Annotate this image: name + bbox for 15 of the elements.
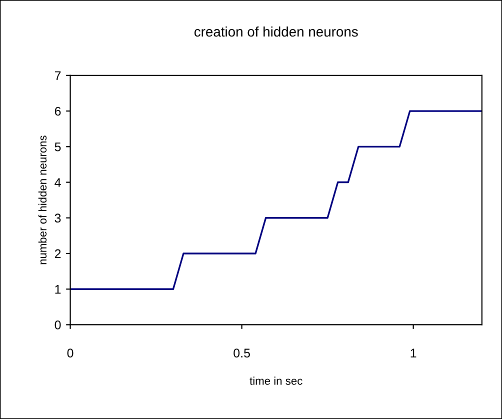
- y-tick-label: 1: [55, 285, 61, 294]
- chart-title: creation of hidden neurons: [194, 26, 358, 37]
- y-tick-label: 0: [54, 320, 61, 330]
- x-tick-label: 0: [67, 348, 74, 358]
- line-series: [70, 110, 482, 290]
- x-tick-label: 0.5: [234, 348, 250, 358]
- y-tick-label: 6: [54, 106, 61, 116]
- y-tick-label: 4: [54, 178, 61, 187]
- y-axis-title: number of hidden neurons: [38, 136, 47, 264]
- y-tick-label: 2: [54, 249, 61, 258]
- y-tick-label: 3: [54, 214, 61, 223]
- y-tick-label: 5: [54, 142, 61, 152]
- x-tick-label: 1: [410, 348, 416, 358]
- y-tick-label: 7: [54, 71, 61, 80]
- x-axis-title: time in sec: [250, 376, 302, 385]
